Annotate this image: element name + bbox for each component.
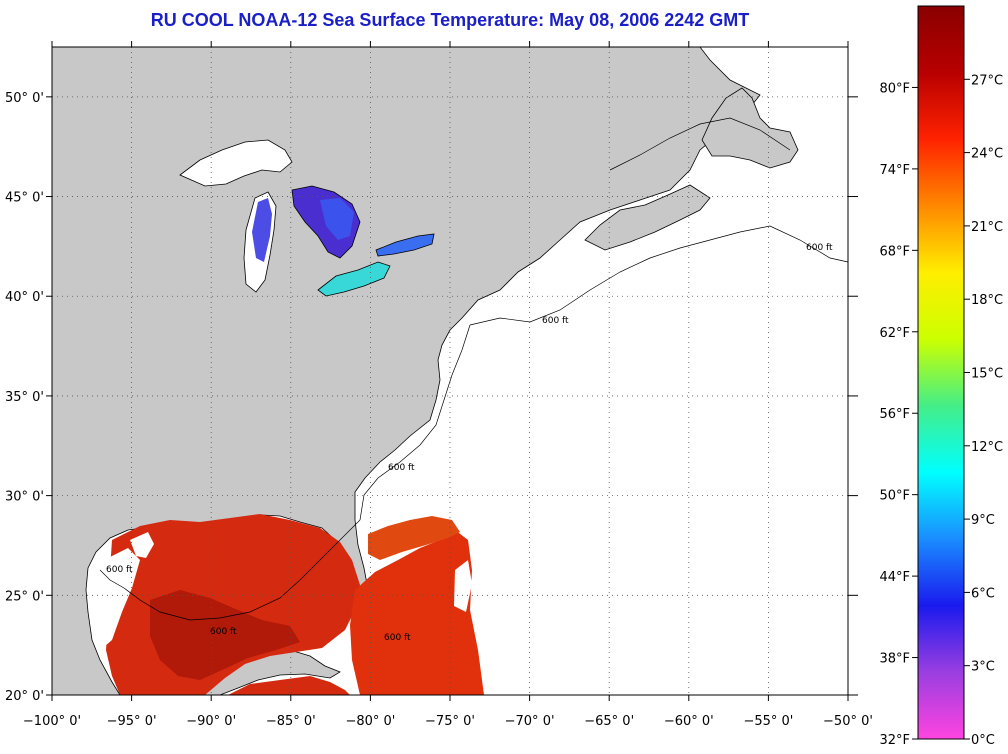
lake-erie bbox=[317, 261, 391, 297]
lake-superior bbox=[179, 139, 293, 187]
contour-atlantic-shelf bbox=[469, 225, 849, 326]
colorbar-labels: 0°C 3°C 6°C 9°C 12°C 15°C 18°C 21°C 24°C 27°C 32°F… bbox=[879, 73, 1003, 748]
grid-lines bbox=[52, 47, 848, 695]
contour-label: 600 ft bbox=[210, 627, 237, 637]
lake-huron-east bbox=[320, 198, 354, 240]
contour-label: 600 ft bbox=[384, 633, 411, 643]
contour-gulf bbox=[99, 519, 361, 621]
lon-tick-label: −65° 0' bbox=[584, 714, 634, 729]
nova-scotia bbox=[584, 184, 711, 251]
sst-cloud-gap-atlantic bbox=[454, 560, 472, 612]
lon-tick-label: −100° 0' bbox=[23, 714, 81, 729]
celsius-label: 0°C bbox=[971, 733, 995, 748]
lon-tick-label: −50° 0' bbox=[823, 714, 873, 729]
celsius-label: 15°C bbox=[971, 367, 1003, 382]
lon-tick-label: −55° 0' bbox=[743, 714, 793, 729]
lon-tick-label: −90° 0' bbox=[186, 714, 236, 729]
fahrenheit-label: 50°F bbox=[879, 489, 910, 504]
celsius-label: 9°C bbox=[971, 513, 995, 528]
celsius-label: 12°C bbox=[971, 440, 1003, 455]
sst-gulf-of-mexico bbox=[92, 514, 484, 695]
newfoundland bbox=[701, 87, 799, 169]
lat-tick-label: 40° 0' bbox=[5, 290, 44, 305]
contour-label: 600 ft bbox=[542, 316, 569, 326]
fahrenheit-label: 56°F bbox=[879, 407, 910, 422]
fahrenheit-label: 44°F bbox=[879, 570, 910, 585]
fahrenheit-label: 32°F bbox=[879, 733, 910, 748]
celsius-label: 27°C bbox=[971, 73, 1003, 88]
sst-gulfstream-north bbox=[368, 516, 460, 560]
lat-tick-label: 25° 0' bbox=[5, 589, 44, 604]
map-title: RU COOL NOAA-12 Sea Surface Temperature:… bbox=[150, 10, 750, 30]
lon-tick-label: −75° 0' bbox=[425, 714, 475, 729]
contour-gulf-of-st-lawrence bbox=[609, 117, 791, 171]
contour-label: 600 ft bbox=[806, 243, 833, 253]
axis-ticks: −100° 0' −95° 0' −90° 0' −85° 0' −80° 0' −75°… bbox=[5, 41, 873, 729]
lat-tick-label: 30° 0' bbox=[5, 490, 44, 505]
contour-600ft bbox=[99, 117, 849, 621]
celsius-label: 6°C bbox=[971, 586, 995, 601]
lon-tick-label: −60° 0' bbox=[664, 714, 714, 729]
lat-tick-label: 20° 0' bbox=[5, 689, 44, 704]
celsius-label: 21°C bbox=[971, 220, 1003, 235]
sst-caribbean bbox=[228, 676, 350, 695]
sst-cloud-gap-texas bbox=[130, 532, 154, 558]
celsius-label: 3°C bbox=[971, 660, 995, 675]
lake-ontario bbox=[375, 233, 435, 257]
lon-tick-label: −85° 0' bbox=[266, 714, 316, 729]
colorbar bbox=[917, 5, 965, 740]
sst-gulf-dark bbox=[150, 590, 300, 680]
great-lakes bbox=[179, 139, 435, 297]
fahrenheit-label: 38°F bbox=[879, 652, 910, 667]
contour-labels: 600 ft 600 ft 600 ft 600 ft 600 ft 600 f… bbox=[106, 243, 833, 643]
contour-southeast-shelf bbox=[359, 324, 471, 521]
fahrenheit-label: 68°F bbox=[879, 244, 910, 259]
lon-tick-label: −80° 0' bbox=[345, 714, 395, 729]
lon-tick-label: −95° 0' bbox=[107, 714, 157, 729]
lat-tick-label: 35° 0' bbox=[5, 390, 44, 405]
lon-tick-label: −70° 0' bbox=[505, 714, 555, 729]
lake-michigan-sst bbox=[252, 198, 272, 262]
land-layer bbox=[51, 46, 799, 696]
sst-florida-strait bbox=[350, 530, 484, 695]
fahrenheit-label: 62°F bbox=[879, 326, 910, 341]
contour-label: 600 ft bbox=[106, 565, 133, 575]
fahrenheit-label: 74°F bbox=[879, 163, 910, 178]
fahrenheit-label: 80°F bbox=[879, 81, 910, 96]
contour-label: 600 ft bbox=[388, 463, 415, 473]
lat-tick-label: 45° 0' bbox=[5, 191, 44, 206]
celsius-label: 24°C bbox=[971, 147, 1003, 162]
north-america-land bbox=[51, 46, 761, 696]
lat-tick-label: 50° 0' bbox=[5, 91, 44, 106]
celsius-label: 18°C bbox=[971, 293, 1003, 308]
